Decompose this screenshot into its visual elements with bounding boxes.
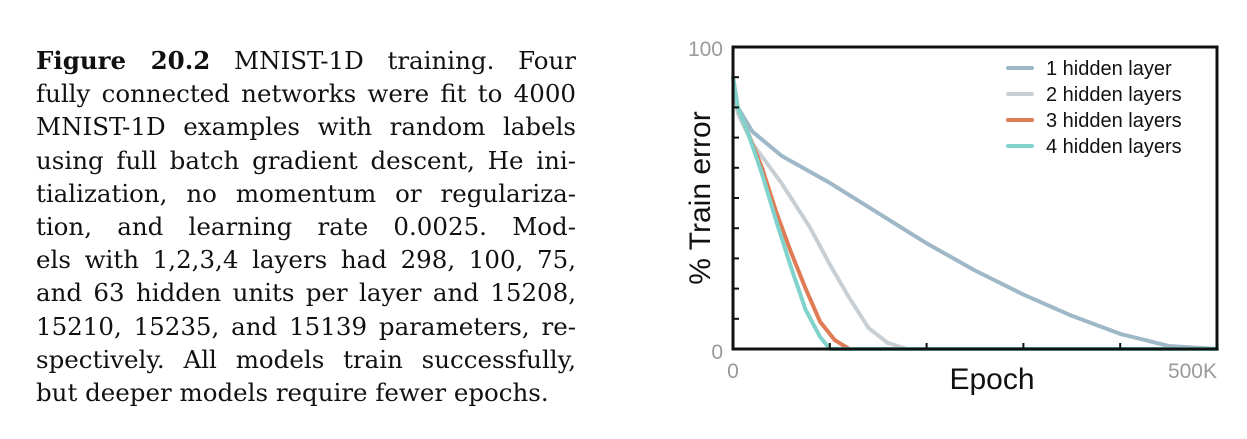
series-group [731, 75, 1219, 351]
tick-marks [733, 76, 1122, 349]
x-tick-label-right: 500K [1168, 360, 1217, 383]
chart-svg: 100 0 0 500K Epoch % Train error 1 hidde… [684, 38, 1219, 396]
y-tick-label-bottom: 0 [711, 341, 723, 364]
x-axis-label: Epoch [949, 363, 1034, 396]
legend: 1 hidden layer 2 hidden layers 3 hidden la… [1006, 58, 1182, 158]
y-tick-label-top: 100 [688, 38, 723, 61]
y-axis-label: % Train error [684, 111, 717, 284]
legend-label-1: 1 hidden layer [1046, 58, 1172, 80]
caption-line: MNIST-1D training. Four [210, 46, 577, 75]
caption-line: spectively. All models train successfull… [36, 344, 576, 374]
legend-label-4: 4 hidden layers [1046, 136, 1182, 158]
caption-line: tialization, no momentum or regulariza- [36, 178, 576, 208]
caption-line: but deeper models require fewer epochs. [36, 377, 549, 407]
series-line-1 [731, 75, 1219, 351]
caption-line: 15210, 15235, and 15139 parameters, re- [36, 311, 576, 341]
legend-label-2: 2 hidden layers [1046, 84, 1182, 106]
caption-line: and 63 hidden units per layer and 15208, [36, 278, 576, 308]
caption-line: els with 1,2,3,4 layers had 298, 100, 75… [36, 245, 576, 275]
caption-line: MNIST-1D examples with random labels [36, 112, 576, 142]
caption-line: using full batch gradient descent, He in… [36, 145, 576, 175]
caption-line: tion, and learning rate 0.0025. Mod- [36, 211, 576, 241]
figure-label: Figure 20.2 [36, 46, 211, 75]
x-tick-label-left: 0 [727, 360, 739, 383]
train-error-chart: 100 0 0 500K Epoch % Train error 1 hidde… [660, 0, 1247, 439]
series-line-4 [731, 75, 1219, 351]
caption-line: fully connected networks were fit to 400… [36, 79, 576, 109]
figure-caption: Figure 20.2 MNIST-1D training. Four full… [36, 44, 576, 409]
legend-label-3: 3 hidden layers [1046, 110, 1182, 132]
